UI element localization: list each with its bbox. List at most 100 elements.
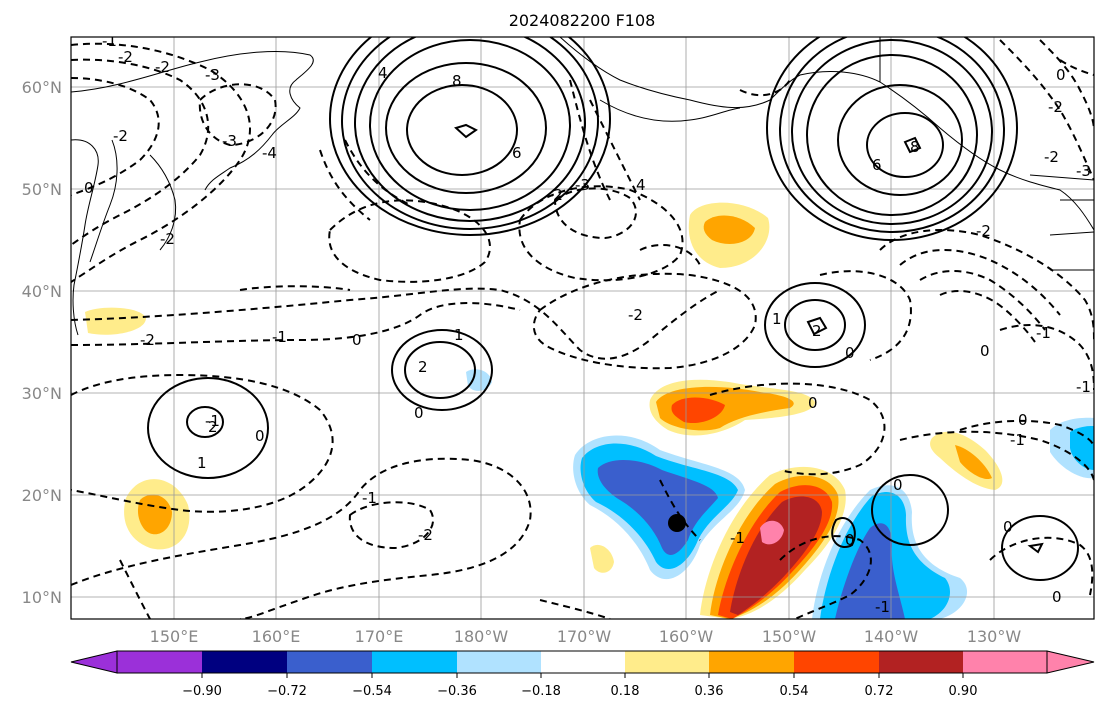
contour-label: 0 [1018,411,1028,429]
contour-label: -2 [418,526,433,544]
lon-label: 130°W [967,627,1022,646]
contour-label: -2 [628,306,643,324]
lat-label: 30°N [22,384,62,403]
contour-label: -1 [205,412,220,430]
contour-label: 0 [1056,66,1066,84]
dashed-contours [71,39,1094,619]
lat-label: 50°N [22,180,62,199]
contour-label: 8 [910,138,920,156]
contour-label: 0 [893,476,903,494]
shaded-anomalies [85,202,1094,619]
contour-label: 8 [452,72,462,90]
contour-label: -2 [160,230,175,248]
colorbar-bin [879,651,963,673]
lon-label: 140°W [864,627,919,646]
contour-label: 0 [1003,518,1013,536]
colorbar-tick-label: 0.54 [780,684,809,699]
map-frame [70,36,1095,620]
map-area: -1 -2 -2 -3 4 8 6 -2 0 -2 -3 -4 -2 -3 4 … [71,32,1094,619]
coastlines [71,37,1094,336]
lat-label: 60°N [22,78,62,97]
contour-label: 1 [772,310,782,328]
lon-label: 170°W [557,627,612,646]
contour-label: -2 [155,58,170,76]
contour-labels: -1 -2 -2 -3 4 8 6 -2 0 -2 -3 -4 -2 -3 4 … [84,32,1091,616]
contour-label: 0 [808,394,818,412]
colorbar-bin [794,651,879,673]
contour-label: -1 [102,32,117,50]
colorbar-bin [541,651,625,673]
contour-label: 0 [845,531,855,549]
contour-label: -2 [548,186,563,204]
colorbar-min-extend [70,650,118,674]
colorbar: −0.90 −0.72 −0.54 −0.36 −0.18 0.18 0.36 … [70,650,1095,699]
colorbar-tick-label: −0.90 [182,684,222,699]
map-title: 2024082200 F108 [509,11,656,30]
contour-label: -2 [976,222,991,240]
lat-label: 20°N [22,486,62,505]
contour-label: -1 [362,489,377,507]
graticule [71,37,1094,619]
colorbar-tick-label: −0.54 [352,684,392,699]
colorbar-tick-label: −0.18 [521,684,561,699]
lon-label: 160°E [252,627,301,646]
colorbar-bin [287,651,372,673]
colorbar-tick-label: 0.72 [865,684,894,699]
colorbar-bin [202,651,287,673]
contour-label: -1 [1036,324,1051,342]
contour-label: -2 [118,48,133,66]
contour-label: 4 [378,64,388,82]
contour-label: -3 [205,66,220,84]
colorbar-bin [117,651,202,673]
lon-label: 150°W [762,627,817,646]
contour-label: 0 [845,344,855,362]
lon-label: 160°W [659,627,714,646]
contour-label: -1 [1076,378,1091,396]
warm-anomaly-small [590,544,614,573]
lat-label: 10°N [22,588,62,607]
contour-label: -1 [875,598,890,616]
contour-label: 0 [1052,588,1062,606]
cold-anomaly-small [466,369,492,391]
contour-label: -3 [222,132,237,150]
contour-label: 6 [512,144,522,162]
colorbar-bin [625,651,709,673]
colorbar-bin [372,651,457,673]
contour-label: -1 [730,529,745,547]
longitude-labels: 150°E 160°E 170°E 180°W 170°W 160°W 150°… [150,627,1022,646]
contour-label: 6 [872,156,882,174]
colorbar-ticks [201,673,964,678]
colorbar-tick-label: −0.72 [267,684,307,699]
warm-anomaly-west-pacific [85,307,146,335]
lon-label: 150°E [150,627,199,646]
contour-label: -2 [113,127,128,145]
latitude-labels: 60°N 50°N 40°N 30°N 20°N 10°N [22,78,62,607]
contour-label: -2 [1044,148,1059,166]
colorbar-tick-label: −0.36 [437,684,477,699]
contour-label: 0 [980,342,990,360]
contour-label: -1 [1010,431,1025,449]
colorbar-tick-label: 0.90 [949,684,978,699]
colorbar-bin [709,651,794,673]
colorbar-bin [457,651,541,673]
contour-label: -3 [1076,162,1091,180]
contour-label: 0 [255,427,265,445]
contour-label: 0 [352,331,362,349]
contour-label: 2 [208,418,218,436]
contour-label: 0 [414,404,424,422]
contour-label: -2 [140,331,155,349]
colorbar-tick-label: 0.18 [611,684,640,699]
contour-label: 2 [812,322,822,340]
lon-label: 170°E [355,627,404,646]
lon-label: 180°W [454,627,509,646]
contour-label: -3 [575,176,590,194]
contour-label: -4 [262,144,277,162]
lat-label: 40°N [22,282,62,301]
contour-label: 2 [418,358,428,376]
contour-label: 1 [454,326,464,344]
contour-label: 4 [636,176,646,194]
contour-label: 0 [84,179,94,197]
contour-label: 1 [197,454,207,472]
contour-label: -1 [272,328,287,346]
